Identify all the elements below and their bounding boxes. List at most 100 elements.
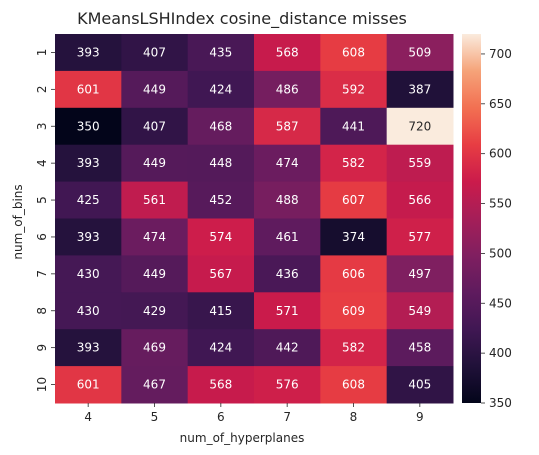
heatmap-cell [121,34,189,72]
cell-value-label: 424 [209,341,232,355]
x-axis-ticks: 4 5 6 7 8 9 [84,403,424,424]
cell-value-label: 568 [209,378,232,392]
heatmap-cell [254,70,321,109]
cell-value-label: 609 [342,304,365,318]
cell-value-label: 449 [143,267,166,281]
colorbar-tick-label: 400 [489,346,512,360]
cell-value-label: 393 [77,45,100,59]
heatmap-cell [121,218,189,256]
cell-value-label: 448 [209,156,232,170]
cell-value-label: 488 [276,193,299,207]
heatmap-cell [320,144,388,183]
heatmap-cell [320,34,388,72]
cell-value-label: 461 [276,230,299,244]
cell-value-label: 452 [209,193,232,207]
cell-value-label: 393 [77,156,100,170]
heatmap-cell [55,181,122,219]
heatmap-cell [121,144,189,183]
heatmap-cell [187,366,255,404]
cell-value-label: 509 [408,45,431,59]
cell-value-label: 571 [276,304,299,318]
colorbar-tick-label: 700 [489,47,512,61]
cell-value-label: 566 [408,193,431,207]
heatmap-cell [55,107,122,146]
heatmap-cell [320,292,388,330]
heatmap-cell [187,144,255,183]
colorbar [462,34,481,403]
cell-value-label: 607 [342,193,365,207]
heatmap-cell [121,366,189,404]
heatmap-cell [320,107,388,146]
cell-value-label: 393 [77,230,100,244]
y-tick-label: 4 [35,159,49,167]
heatmap-cell [386,218,454,256]
cell-value-label: 449 [143,156,166,170]
cell-value-label: 549 [408,304,431,318]
heatmap-cell [254,292,321,330]
x-tick-label: 8 [350,410,358,424]
heatmap-cell [187,181,255,219]
cell-value-label: 486 [276,82,299,96]
cell-value-label: 393 [77,341,100,355]
heatmap-cell [121,107,189,146]
cell-value-label: 574 [209,230,232,244]
x-tick-label: 4 [84,410,92,424]
y-tick-label: 2 [35,86,49,94]
cell-value-label: 415 [209,304,232,318]
cell-value-label: 592 [342,82,365,96]
y-tick-label: 5 [35,196,49,204]
x-tick-label: 5 [151,410,159,424]
heatmap-cell [121,255,189,293]
heatmap-cell [320,329,388,367]
heatmap-cell [386,255,454,293]
cell-value-label: 720 [408,119,431,133]
cell-value-label: 436 [276,267,299,281]
cell-value-label: 407 [143,45,166,59]
y-tick-label: 9 [35,344,49,352]
cell-value-label: 458 [408,341,431,355]
heatmap-cell [386,34,454,72]
x-tick-label: 7 [283,410,291,424]
heatmap-cell [254,181,321,219]
heatmap-cell [386,181,454,219]
cell-value-label: 430 [77,304,100,318]
y-tick-label: 8 [35,307,49,315]
heatmap-cell [386,292,454,330]
heatmap-cell [254,107,321,146]
heatmap-cell [254,218,321,256]
colorbar-tick-label: 650 [489,97,512,111]
heatmap-cell [187,255,255,293]
y-axis-label: num_of_bins [11,184,25,259]
y-tick-label: 6 [35,233,49,241]
cell-value-label: 601 [77,378,100,392]
heatmap-cell [55,329,122,367]
y-tick-label: 10 [35,377,49,392]
y-axis-ticks: 1 2 3 4 5 6 7 8 9 10 [35,49,55,392]
heatmap-cell [55,34,122,72]
colorbar-tick-label: 450 [489,296,512,310]
heatmap-cell [55,218,122,256]
colorbar-tick-label: 600 [489,147,512,161]
heatmap-cell [55,292,122,330]
colorbar-tick-label: 500 [489,246,512,260]
cell-value-label: 425 [77,193,100,207]
colorbar-tick-label: 550 [489,197,512,211]
cell-value-label: 350 [77,119,100,133]
y-tick-label: 7 [35,270,49,278]
x-axis-label: num_of_hyperplanes [180,431,305,445]
heatmap-cell [254,329,321,367]
heatmap-cell [254,144,321,183]
cell-value-label: 582 [342,341,365,355]
x-tick-label: 6 [217,410,225,424]
heatmap-cell [320,181,388,219]
heatmap-cell [187,107,255,146]
cell-value-label: 468 [209,119,232,133]
colorbar-ticks: 350 400 450 500 550 600 650 700 [481,47,512,410]
cell-value-label: 449 [143,82,166,96]
heatmap-cell [187,292,255,330]
heatmap-cell [55,255,122,293]
cell-value-label: 567 [209,267,232,281]
heatmap-cell [320,70,388,109]
cell-value-label: 568 [276,45,299,59]
